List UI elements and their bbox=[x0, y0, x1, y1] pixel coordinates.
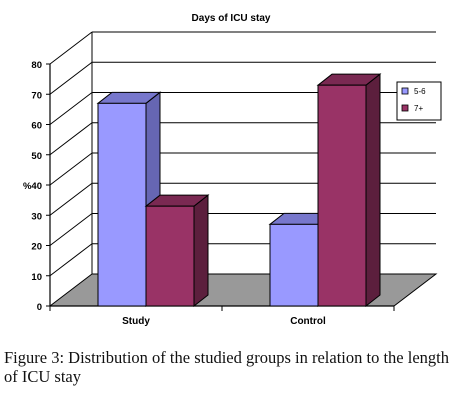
bar-side bbox=[193, 194, 209, 308]
bar-front bbox=[145, 205, 195, 307]
y-tick-label: 80 bbox=[31, 60, 42, 71]
legend-label: 7+ bbox=[414, 104, 423, 113]
bar-chart: Days of ICU stay 0 10 20 30 %40 50 60 70 80 Study… bbox=[23, 13, 442, 327]
y-tick-label: 30 bbox=[31, 211, 42, 222]
gridline-diagonal bbox=[49, 122, 93, 156]
x-tick-label: Study bbox=[122, 316, 150, 327]
legend-label: 5-6 bbox=[414, 87, 426, 96]
gridline-diagonal bbox=[49, 31, 93, 65]
chart-title: Days of ICU stay bbox=[192, 13, 271, 24]
legend-swatch bbox=[401, 104, 409, 112]
y-tick-label: 0 bbox=[37, 302, 42, 313]
bar-7+-Study bbox=[144, 194, 210, 308]
gridline-diagonal bbox=[49, 182, 93, 216]
gridline-diagonal bbox=[49, 92, 93, 125]
bar-front bbox=[269, 223, 319, 307]
figure-caption-label: Figure 3: bbox=[4, 348, 65, 367]
y-tick-label: 10 bbox=[31, 272, 42, 283]
x-tick-label: Control bbox=[290, 316, 326, 327]
bar-front bbox=[317, 84, 367, 307]
bar-7+-Control bbox=[316, 73, 382, 308]
y-tick-label: 50 bbox=[31, 151, 42, 162]
chart-container: Days of ICU stay 0 10 20 30 %40 50 60 70 80 Study… bbox=[23, 13, 442, 327]
gridline-diagonal bbox=[49, 213, 93, 246]
gridline-diagonal bbox=[49, 61, 93, 95]
bar-front bbox=[97, 102, 147, 307]
y-tick-label: 60 bbox=[31, 121, 42, 132]
y-tick-label: 70 bbox=[31, 90, 42, 101]
figure-caption-text: Distribution of the studied groups in re… bbox=[4, 348, 449, 386]
y-tick-label: 20 bbox=[31, 242, 42, 253]
figure-caption: Figure 3: Distribution of the studied gr… bbox=[4, 348, 460, 386]
legend-swatch bbox=[401, 87, 409, 95]
gridline-diagonal bbox=[49, 243, 93, 277]
gridline-diagonal bbox=[49, 152, 93, 186]
bar-side bbox=[365, 73, 381, 308]
y-tick-label: %40 bbox=[23, 181, 42, 192]
